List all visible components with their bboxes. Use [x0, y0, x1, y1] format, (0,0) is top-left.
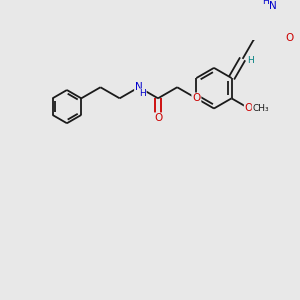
- Text: H: H: [248, 56, 254, 65]
- Text: O: O: [245, 103, 253, 113]
- Text: O: O: [192, 93, 200, 103]
- Text: O: O: [154, 113, 162, 123]
- Text: H: H: [262, 0, 269, 6]
- Text: H: H: [139, 89, 146, 98]
- Text: CH₃: CH₃: [253, 104, 269, 113]
- Text: O: O: [285, 33, 293, 43]
- Text: N: N: [269, 2, 277, 11]
- Text: N: N: [135, 82, 143, 92]
